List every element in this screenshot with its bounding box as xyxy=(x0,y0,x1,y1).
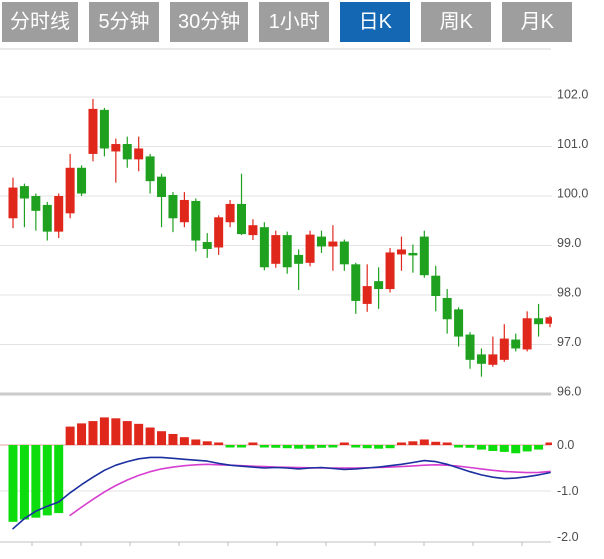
macd-axis-label: 0.0 xyxy=(557,438,574,452)
price-axis-label: 100.0 xyxy=(557,187,588,201)
macd-axis: 0.0 -1.0 -2.0 xyxy=(0,438,579,544)
tab-30min[interactable]: 30分钟 xyxy=(170,2,249,42)
price-axis-label: 96.0 xyxy=(557,385,581,399)
candlestick-macd-chart[interactable]: 102.0 101.0 100.0 99.0 98.0 97.0 96.0 0.0 -1.0 -2… xyxy=(0,42,604,546)
tab-timeshare-line[interactable]: 分时线 xyxy=(2,2,78,42)
candlestick-series xyxy=(8,98,552,377)
tab-5min[interactable]: 5分钟 xyxy=(89,2,159,42)
macd-histogram xyxy=(8,417,552,522)
tab-monthly-k[interactable]: 月K xyxy=(502,2,573,42)
macd-axis-label: -2.0 xyxy=(557,530,579,544)
price-axis-label: 98.0 xyxy=(557,286,581,300)
kline-chart-area[interactable]: 102.0 101.0 100.0 99.0 98.0 97.0 96.0 0.0 -1.0 -2… xyxy=(0,42,604,546)
macd-axis-label: -1.0 xyxy=(557,484,579,498)
price-axis-label: 102.0 xyxy=(557,88,588,102)
dea-line xyxy=(69,463,551,517)
price-axis-label: 99.0 xyxy=(557,236,581,250)
price-axis-label: 101.0 xyxy=(557,137,588,151)
x-axis-ticks xyxy=(31,542,523,546)
tab-daily-k[interactable]: 日K xyxy=(340,2,411,42)
price-axis-label: 97.0 xyxy=(557,335,581,349)
dif-line xyxy=(12,456,551,530)
tab-weekly-k[interactable]: 周K xyxy=(421,2,492,42)
tab-1hour[interactable]: 1小时 xyxy=(259,2,330,42)
timeframe-tabbar: 分时线 5分钟 30分钟 1小时 日K 周K 月K xyxy=(0,0,604,42)
price-axis-labels: 102.0 101.0 100.0 99.0 98.0 97.0 96.0 xyxy=(557,88,588,399)
